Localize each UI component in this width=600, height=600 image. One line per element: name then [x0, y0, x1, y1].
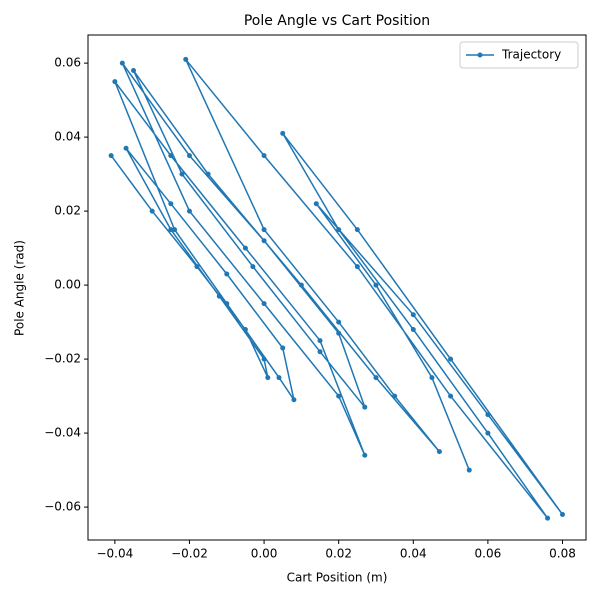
point: [448, 393, 454, 399]
point: [392, 393, 398, 399]
y-tick-label: −0.04: [44, 426, 81, 440]
y-tick-label: −0.06: [44, 500, 81, 514]
plot-frame: [87, 34, 587, 541]
point: [485, 412, 491, 418]
point: [261, 227, 267, 233]
point: [186, 153, 192, 159]
point: [261, 153, 267, 159]
point: [265, 375, 271, 381]
x-tick-label: 0.02: [325, 547, 352, 561]
y-tick-label: 0.04: [54, 130, 81, 144]
point: [373, 282, 379, 288]
point: [362, 452, 368, 458]
x-tick-label: 0.04: [400, 547, 427, 561]
point: [224, 271, 230, 277]
point: [336, 330, 342, 336]
point: [119, 60, 125, 66]
point: [261, 356, 267, 362]
point: [280, 345, 286, 351]
point: [559, 511, 565, 517]
legend-marker: [477, 52, 483, 58]
point: [108, 153, 114, 159]
point: [410, 326, 416, 332]
point: [224, 301, 230, 307]
point: [168, 227, 174, 233]
point: [280, 130, 286, 136]
point: [276, 375, 282, 381]
point: [436, 449, 442, 455]
x-axis-label: Cart Position (m): [287, 571, 388, 585]
x-tick-label: 0.08: [549, 547, 576, 561]
point: [466, 467, 472, 473]
point: [317, 349, 323, 355]
legend-label: Trajectory: [501, 48, 561, 62]
point: [172, 227, 178, 233]
point: [336, 227, 342, 233]
point: [194, 264, 200, 270]
point: [123, 145, 129, 151]
point: [362, 404, 368, 410]
y-tick-label: −0.02: [44, 352, 81, 366]
point: [112, 79, 118, 85]
point: [354, 264, 360, 270]
point: [485, 430, 491, 436]
point: [186, 208, 192, 214]
point: [317, 338, 323, 344]
point: [242, 245, 248, 251]
x-tick-label: −0.04: [96, 547, 133, 561]
point: [354, 227, 360, 233]
point: [261, 238, 267, 244]
point: [545, 515, 551, 521]
point: [242, 326, 248, 332]
point: [168, 201, 174, 207]
y-axis-label: Pole Angle (rad): [13, 240, 27, 336]
point: [205, 171, 211, 177]
point: [313, 201, 319, 207]
point: [410, 312, 416, 318]
point: [373, 375, 379, 381]
line: [110, 58, 564, 519]
y-tick-label: 0.06: [54, 56, 81, 70]
point: [298, 282, 304, 288]
point: [168, 153, 174, 159]
point: [216, 293, 222, 299]
y-tick-label: 0.02: [54, 204, 81, 218]
point: [448, 356, 454, 362]
point: [131, 68, 137, 74]
point: [291, 397, 297, 403]
chart-title: Pole Angle vs Cart Position: [244, 13, 430, 29]
point: [429, 375, 435, 381]
legend-box: [459, 41, 579, 69]
x-tick-label: −0.02: [171, 547, 208, 561]
point: [149, 208, 155, 214]
x-tick-label: 0.06: [475, 547, 502, 561]
point: [336, 319, 342, 325]
point: [261, 301, 267, 307]
y-tick-label: 0.00: [54, 278, 81, 292]
point: [250, 264, 256, 270]
point: [179, 171, 185, 177]
point: [183, 56, 189, 62]
point: [336, 393, 342, 399]
x-tick-label: 0.00: [251, 547, 278, 561]
